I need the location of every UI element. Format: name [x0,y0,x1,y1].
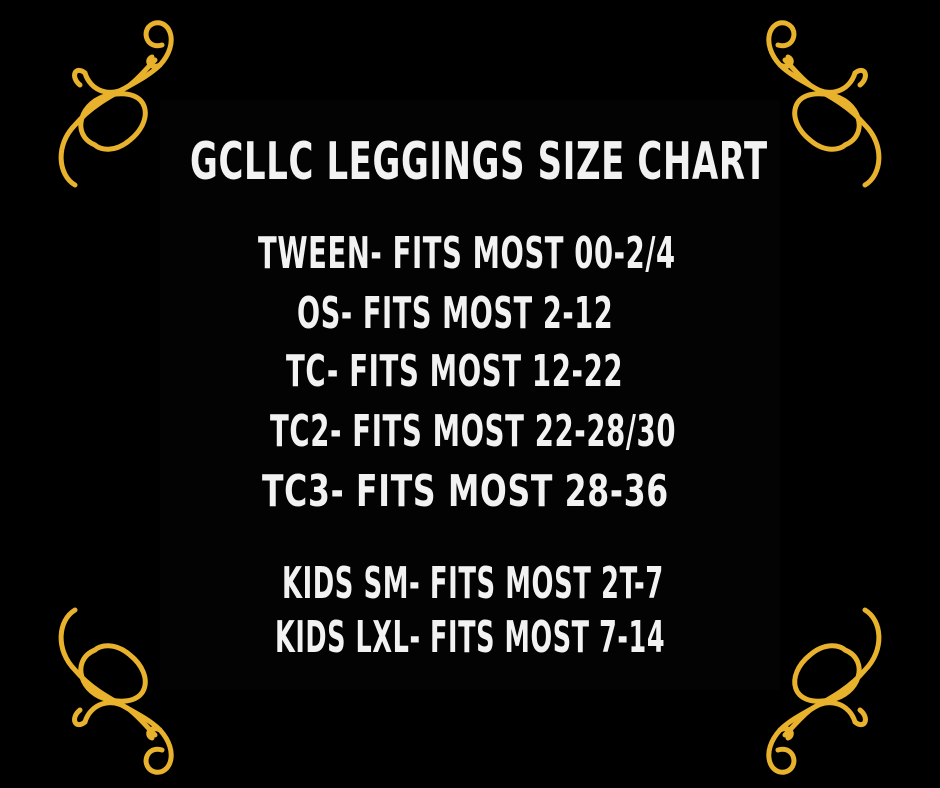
size-row-tc: TC- FITS MOST 12-22 [286,346,624,397]
flourish-icon-top-right [766,20,882,188]
size-row-kids-sm: KIDS SM- FITS MOST 2T-7 [282,558,664,609]
flourish-icon-top-left [58,20,174,188]
size-row-kids-lxl: KIDS LXL- FITS MOST 7-14 [275,612,666,663]
chart-title: GCLLC LEGGINGS SIZE CHART [190,132,768,192]
size-row-tc2: TC2- FITS MOST 22-28/30 [270,406,677,457]
size-row-tween: TWEEN- FITS MOST 00-2/4 [258,228,676,279]
size-row-tc3: TC3- FITS MOST 28-36 [262,466,669,517]
size-row-os: OS- FITS MOST 2-12 [297,288,614,339]
content-panel [160,100,780,690]
flourish-icon-bottom-right [766,607,882,775]
flourish-icon-bottom-left [58,607,174,775]
